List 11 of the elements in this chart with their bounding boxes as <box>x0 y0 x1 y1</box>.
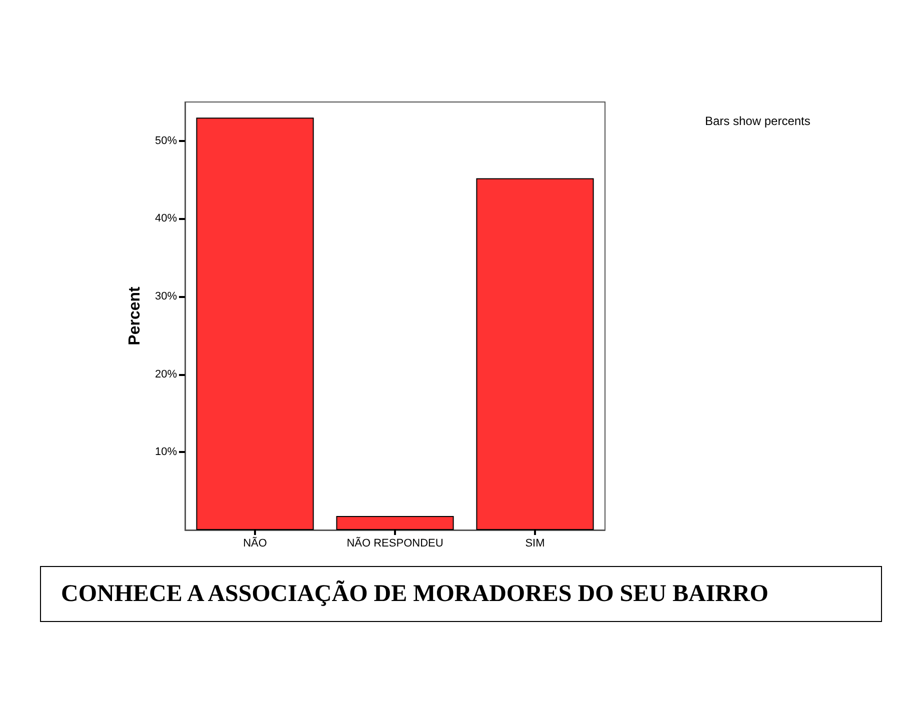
y-tick-label: 50% <box>154 134 178 147</box>
y-axis-title: Percent <box>126 286 144 346</box>
y-tick-label: 30% <box>154 290 178 303</box>
text: Bars show percents <box>705 114 810 128</box>
y-tick-label: 10% <box>154 446 178 458</box>
x-tick-label: SIM <box>525 538 545 550</box>
y-tick-label: 20% <box>154 368 178 380</box>
x-tick-label: NÃO RESPONDEU <box>346 536 444 550</box>
x-tick-label: NÃO <box>243 536 268 550</box>
y-tick-label: 40% <box>154 212 178 225</box>
text: CONHECE A ASSOCIAÇÃO DE MORADORES DO SEU BAIRRO <box>40 566 882 622</box>
